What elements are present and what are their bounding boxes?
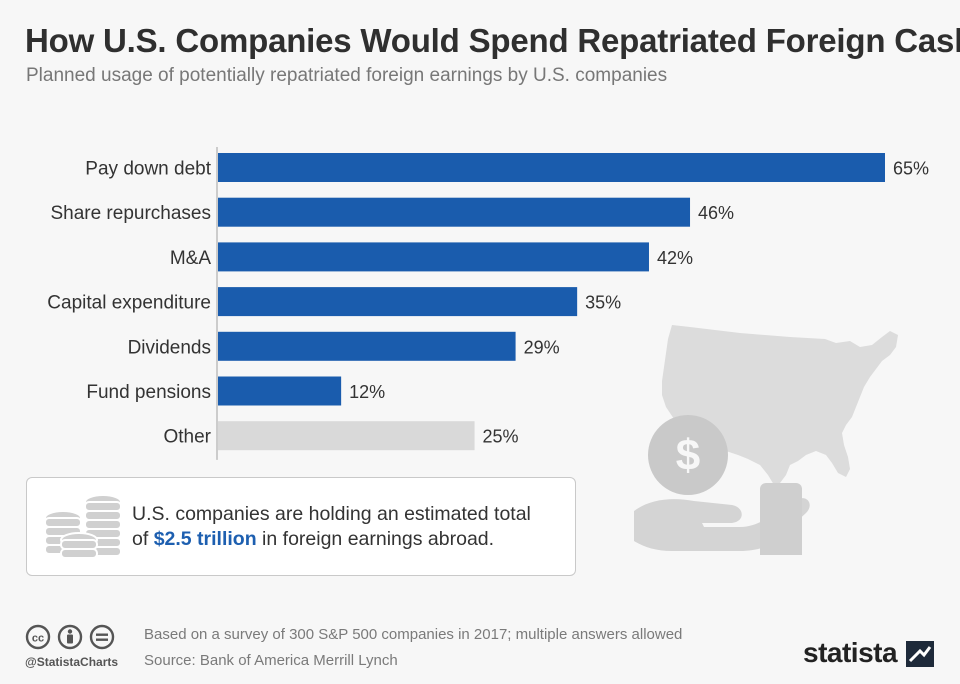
statista-logo-text: statista xyxy=(803,637,898,668)
coin-stack-icon xyxy=(44,494,122,559)
attribution-icon xyxy=(57,624,83,650)
survey-note: Based on a survey of 300 S&P 500 compani… xyxy=(144,626,683,643)
bar xyxy=(218,376,342,406)
cc-icon: cc xyxy=(25,624,51,650)
statista-logo-icon xyxy=(906,641,934,667)
social-handle: @StatistaCharts xyxy=(25,655,119,669)
category-label: Pay down debt xyxy=(85,159,211,180)
value-label: 29% xyxy=(524,337,560,357)
dollar-coin-icon: $ xyxy=(648,415,728,495)
category-label: Dividends xyxy=(128,337,211,358)
chart-title: How U.S. Companies Would Spend Repatriat… xyxy=(25,22,960,59)
bar-chart: Pay down debt 65% Share repurchases 46% M&A 4… xyxy=(47,147,929,460)
info-suffix: in foreign earnings abroad. xyxy=(256,528,495,550)
chart-subtitle: Planned usage of potentially repatriated… xyxy=(26,65,668,86)
info-line-1: U.S. companies are holding an estimated … xyxy=(132,503,531,525)
svg-text:cc: cc xyxy=(32,633,44,645)
source-note: Source: Bank of America Merrill Lynch xyxy=(144,652,398,669)
info-box: U.S. companies are holding an estimated … xyxy=(26,477,576,576)
hand-icon xyxy=(634,483,810,555)
bar xyxy=(218,153,885,182)
us-map-hand-illustration: $ xyxy=(634,325,898,555)
category-label: Other xyxy=(163,427,211,448)
value-label: 65% xyxy=(893,159,929,179)
value-label: 12% xyxy=(349,382,385,402)
value-label: 35% xyxy=(585,293,621,313)
bar xyxy=(218,421,475,451)
bar xyxy=(218,197,691,227)
info-prefix: of xyxy=(132,528,154,550)
bar xyxy=(218,287,578,317)
bar xyxy=(218,242,649,272)
category-label: Share repurchases xyxy=(50,203,211,224)
category-label: Fund pensions xyxy=(86,382,211,403)
bar xyxy=(218,331,516,361)
category-label: Capital expenditure xyxy=(47,293,211,314)
svg-text:$: $ xyxy=(676,431,700,480)
value-label: 46% xyxy=(698,203,734,223)
info-text: U.S. companies are holding an estimated … xyxy=(132,502,562,552)
info-highlight-amount: $2.5 trillion xyxy=(153,528,257,550)
value-label: 42% xyxy=(657,248,693,268)
license-icons: cc xyxy=(25,624,115,650)
value-label: 25% xyxy=(483,427,519,447)
no-derivatives-icon xyxy=(89,624,115,650)
category-label: M&A xyxy=(170,248,212,269)
